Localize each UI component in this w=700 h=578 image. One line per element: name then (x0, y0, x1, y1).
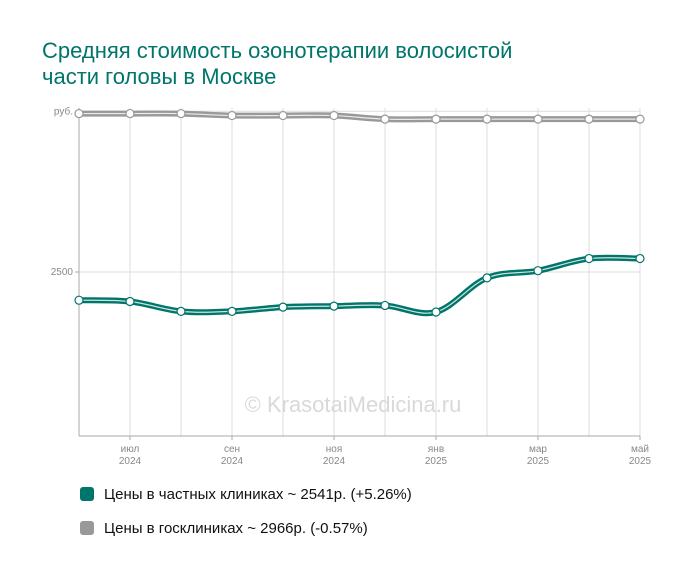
chart-title-line-1: Средняя стоимость озонотерапии волосисто… (42, 38, 513, 63)
x-tick-month: ноя (326, 444, 343, 455)
data-point (125, 296, 135, 307)
chart-title-line-2: части головы в Москве (42, 64, 277, 89)
data-point (482, 273, 492, 283)
series-1 (74, 108, 645, 124)
data-point (533, 114, 543, 124)
data-point (584, 253, 594, 264)
data-point (227, 306, 237, 316)
data-point (278, 110, 288, 121)
data-point (329, 110, 339, 121)
data-point (176, 306, 186, 316)
x-tick-year: 2024 (323, 456, 346, 467)
x-tick-month: май (631, 444, 649, 455)
data-point (227, 110, 237, 121)
x-tick-month: июл (121, 444, 140, 455)
x-tick-year: 2025 (425, 456, 448, 467)
legend-label-private: Цены в частных клиниках ~ 2541р. (+5.26%… (104, 485, 412, 503)
data-point (533, 266, 543, 276)
data-point (635, 114, 645, 124)
data-point (584, 114, 594, 124)
legend-swatch-public (80, 521, 94, 535)
legend-item-private[interactable]: Цены в частных клиниках ~ 2541р. (+5.26%… (80, 484, 412, 504)
data-point (482, 114, 492, 124)
data-point (125, 108, 135, 119)
data-point (635, 253, 645, 264)
series-line-outer (76, 110, 643, 123)
data-point (431, 114, 441, 124)
data-point (380, 300, 390, 311)
y-tick-label: руб. (54, 105, 73, 117)
legend-swatch-private (80, 487, 94, 501)
data-point (380, 114, 390, 124)
series-0 (74, 253, 645, 317)
x-tick-year: 2024 (119, 456, 142, 467)
legend-label-public: Цены в госклиниках ~ 2966р. (-0.57%) (104, 519, 368, 537)
grid (78, 108, 641, 436)
data-point (278, 302, 288, 312)
x-tick-year: 2025 (629, 456, 652, 467)
line-chart: © KrasotaiMedicina.ru руб.2500июл2024сен… (51, 105, 652, 467)
data-point (431, 307, 441, 317)
x-tick-month: мар (529, 444, 547, 455)
series-line-inner (78, 257, 641, 314)
x-tick-year: 2024 (221, 456, 244, 467)
legend-item-public[interactable]: Цены в госклиниках ~ 2966р. (-0.57%) (80, 518, 412, 538)
x-tick-month: янв (428, 444, 444, 455)
y-tick-label: 2500 (51, 267, 74, 278)
data-point (74, 295, 84, 305)
data-point (74, 108, 84, 119)
data-point (176, 108, 186, 119)
watermark: © KrasotaiMedicina.ru (245, 392, 462, 417)
chart-title: Средняя стоимость озонотерапии волосисто… (42, 38, 642, 90)
data-point (329, 301, 339, 311)
legend: Цены в частных клиниках ~ 2541р. (+5.26%… (80, 484, 412, 552)
x-tick-year: 2025 (527, 456, 550, 467)
x-tick-month: сен (224, 444, 240, 455)
